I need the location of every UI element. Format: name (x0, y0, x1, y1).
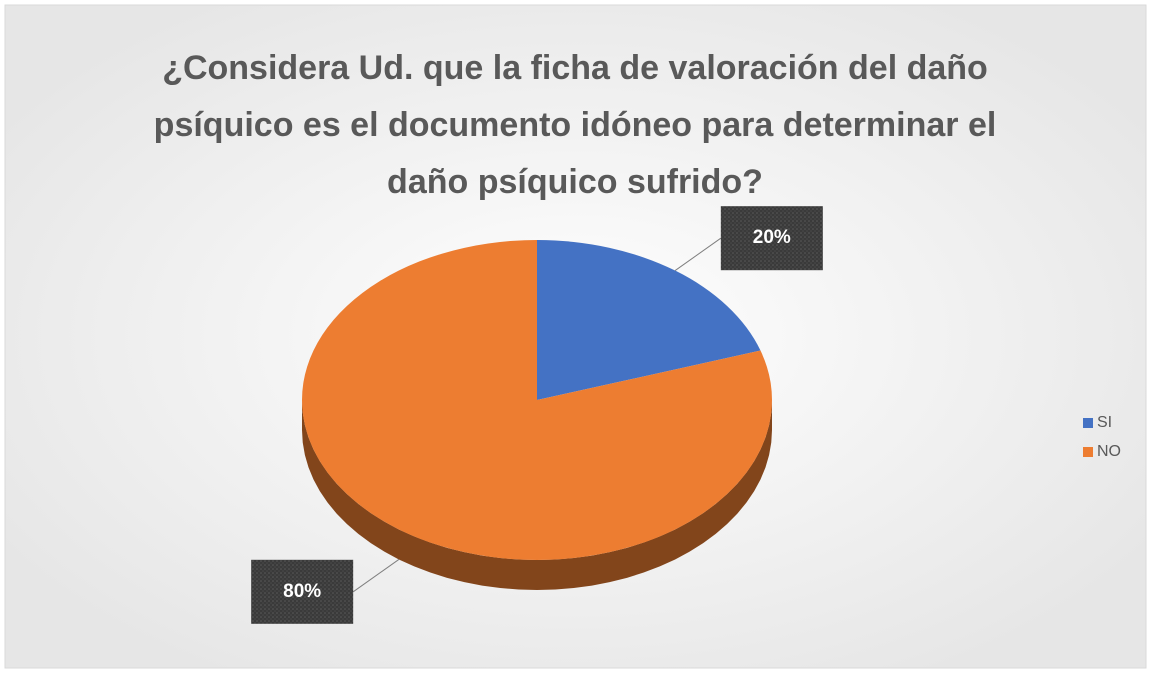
legend: SI NO (1083, 414, 1121, 460)
leader-line (674, 237, 722, 271)
data-label: 20% (753, 227, 791, 248)
chart-title: ¿Considera Ud. que la ficha de valoració… (153, 49, 997, 201)
labels: 20% 80% (251, 206, 823, 624)
data-label-box (251, 559, 354, 624)
pie (302, 240, 773, 590)
legend-label: SI (1097, 414, 1112, 431)
leader-line (352, 559, 400, 593)
legend-swatch (1083, 447, 1093, 457)
data-label: 80% (283, 581, 321, 602)
slice-side (302, 400, 772, 590)
data-label-box (720, 206, 823, 271)
legend-label: NO (1097, 443, 1121, 460)
legend-swatch (1083, 418, 1093, 428)
slice (302, 240, 773, 560)
slice (537, 240, 761, 400)
